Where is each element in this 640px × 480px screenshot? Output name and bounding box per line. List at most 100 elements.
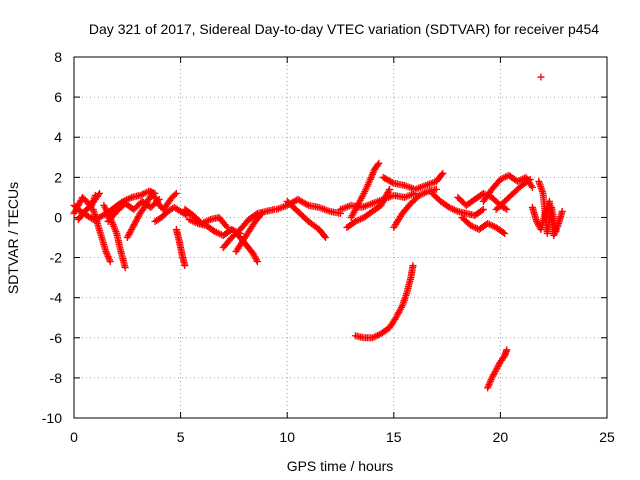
data-point — [252, 256, 260, 264]
series-arc-early-4 — [102, 187, 159, 219]
data-point — [121, 264, 129, 272]
x-tick-label: 15 — [386, 429, 402, 445]
data-point — [106, 256, 114, 264]
data-point — [368, 170, 376, 178]
data-point — [321, 232, 329, 240]
series-arc-late-6 — [535, 177, 560, 237]
x-axis-label: GPS time / hours — [287, 458, 394, 474]
chart-title: Day 321 of 2017, Sidereal Day-to-day VTE… — [89, 21, 599, 37]
data-point — [102, 248, 110, 256]
x-tick-label: 25 — [599, 429, 615, 445]
series-arc-mid-6 — [283, 197, 330, 241]
series-arc-late-2 — [458, 213, 509, 237]
data-point — [106, 258, 114, 266]
y-tick-label: 0 — [54, 209, 62, 225]
data-point — [103, 249, 111, 257]
data-point — [485, 381, 493, 389]
data-points — [70, 73, 566, 392]
data-point — [439, 169, 447, 177]
data-point — [368, 172, 376, 180]
series-arc-mid-8 — [379, 169, 447, 193]
series-arc-early-3 — [74, 189, 104, 223]
series-neg-arc-1 — [351, 262, 417, 342]
data-point — [528, 183, 536, 191]
series-arc-rise-1 — [347, 159, 383, 221]
data-point — [388, 178, 396, 186]
series-arc-dip-1 — [89, 205, 114, 266]
data-point — [501, 229, 509, 237]
y-tick-label: 8 — [54, 49, 62, 65]
data-point — [103, 251, 111, 259]
data-point — [537, 73, 545, 81]
series-arc-mid-1 — [181, 205, 232, 231]
data-point — [172, 189, 180, 197]
series-arc-mid-5 — [273, 195, 344, 217]
data-point — [104, 253, 112, 261]
data-point — [500, 353, 508, 361]
data-point — [253, 258, 261, 266]
series-arc-mid-2 — [185, 215, 244, 239]
data-point — [432, 185, 440, 193]
data-point — [550, 231, 558, 239]
data-point — [257, 211, 265, 219]
data-point — [105, 254, 113, 262]
axis-ticks — [73, 56, 608, 419]
data-point — [171, 191, 179, 199]
data-point — [486, 377, 494, 385]
y-tick-label: 4 — [54, 129, 62, 145]
data-point — [484, 384, 492, 392]
y-tick-label: 6 — [54, 89, 62, 105]
data-point — [409, 262, 417, 270]
y-tick-label: 2 — [54, 169, 62, 185]
series-arc-dip-3 — [172, 225, 189, 270]
data-point — [552, 227, 560, 235]
data-point — [322, 234, 330, 241]
series-arc-mid-4 — [232, 209, 266, 256]
data-point — [95, 191, 103, 199]
data-point — [478, 206, 486, 214]
y-tick-label: -2 — [50, 250, 63, 266]
x-tick-label: 10 — [279, 429, 295, 445]
series-arc-mid-9 — [428, 189, 487, 219]
series-arc-late-4 — [492, 175, 534, 213]
y-tick-labels: -10 -8 -6 -4 -2 0 2 4 6 8 — [42, 49, 62, 426]
data-point — [499, 228, 507, 236]
data-point — [501, 204, 509, 212]
data-point — [367, 174, 375, 182]
data-point — [484, 382, 492, 390]
data-point — [487, 376, 495, 384]
data-point — [438, 171, 446, 179]
data-point — [374, 161, 382, 169]
data-point — [385, 187, 393, 195]
y-tick-label: -10 — [42, 410, 62, 426]
data-point — [181, 262, 189, 270]
x-tick-label: 20 — [493, 429, 509, 445]
series-neg-arc-2 — [484, 346, 511, 392]
data-point — [369, 169, 377, 177]
data-point — [503, 205, 511, 213]
y-axis-label: SDTVAR / TECUs — [5, 182, 21, 294]
series-arc-rise-3 — [390, 185, 440, 231]
data-point — [527, 182, 535, 190]
x-tick-label: 0 — [70, 429, 78, 445]
data-point — [222, 222, 230, 230]
data-point — [303, 201, 311, 209]
series-arc-dip-4 — [228, 225, 261, 266]
data-point — [479, 205, 487, 213]
data-point — [558, 207, 566, 215]
series-arc-early-6 — [123, 189, 157, 241]
data-point — [258, 209, 266, 217]
y-tick-label: -6 — [50, 330, 63, 346]
y-tick-label: -8 — [50, 370, 63, 386]
data-point — [486, 379, 494, 387]
data-point — [526, 175, 534, 183]
data-point — [96, 189, 104, 197]
data-point — [503, 346, 511, 354]
plot-frame — [73, 56, 608, 419]
x-tick-labels: 0 5 10 15 20 25 — [70, 429, 615, 445]
y-tick-label: -4 — [50, 290, 63, 306]
x-tick-label: 5 — [177, 429, 185, 445]
data-point — [525, 176, 533, 184]
series-arc-rise-2 — [343, 185, 394, 231]
